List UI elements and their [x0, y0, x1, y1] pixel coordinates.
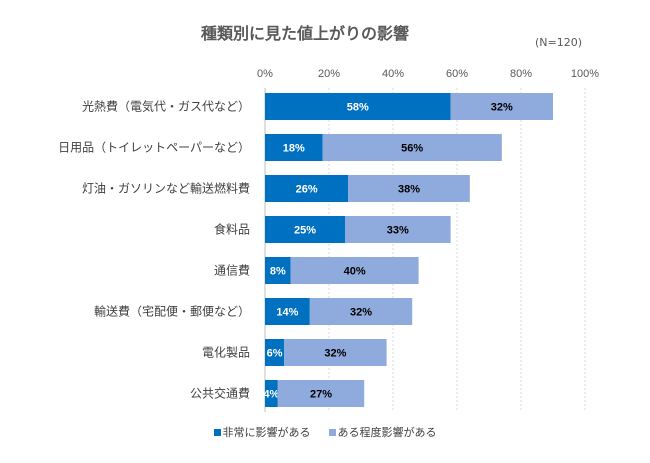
- x-tick-label: 80%: [510, 68, 532, 80]
- data-label: 56%: [401, 143, 423, 155]
- legend-item-very-affected: 非常に影響がある: [213, 424, 311, 440]
- bar-segment: [265, 93, 451, 120]
- sample-size-note: (N=120): [535, 36, 583, 49]
- x-tick-label: 20%: [318, 68, 340, 80]
- bar-segment: [450, 93, 553, 120]
- legend-label-somewhat-affected: ある程度影響がある: [337, 426, 437, 439]
- legend: 非常に影響がある ある程度影響がある: [0, 424, 650, 440]
- data-label: 8%: [270, 266, 286, 278]
- x-tick-label: 60%: [446, 68, 468, 80]
- bar-segment: [265, 380, 278, 407]
- data-label: 6%: [267, 348, 283, 360]
- bar-segment: [265, 216, 345, 243]
- category-label: 電化製品: [202, 346, 250, 360]
- legend-swatch-very-affected: [213, 428, 221, 436]
- data-label: 58%: [347, 102, 369, 114]
- data-label: 32%: [491, 102, 513, 114]
- data-label: 32%: [324, 348, 346, 360]
- bar-segment: [309, 298, 413, 325]
- chart-title: 種類別に見た値上がりの影響: [200, 24, 409, 43]
- category-label: 日用品（トイレットペーパーなど）: [58, 141, 250, 155]
- bar-segment: [348, 175, 470, 202]
- bar-segment: [322, 134, 502, 161]
- data-label: 27%: [310, 389, 332, 401]
- bar-segment: [265, 339, 285, 366]
- bar-segment: [265, 134, 323, 161]
- bar-segment: [290, 257, 419, 284]
- data-label: 40%: [344, 266, 366, 278]
- data-label: 32%: [350, 307, 372, 319]
- x-tick-label: 0%: [257, 68, 273, 80]
- data-label: 18%: [283, 143, 305, 155]
- data-label: 33%: [387, 225, 409, 237]
- legend-label-very-affected: 非常に影響がある: [222, 426, 311, 439]
- bar-segment: [284, 339, 387, 366]
- data-label: 25%: [294, 225, 316, 237]
- data-label: 14%: [276, 307, 298, 319]
- category-label: 通信費: [214, 263, 250, 278]
- bar-segment: [277, 380, 365, 407]
- data-label: 4%: [263, 389, 279, 401]
- category-label: 灯油・ガソリンなど輸送燃料費: [82, 181, 250, 196]
- category-label: 光熱費（電気代・ガス代など）: [82, 99, 250, 114]
- category-label: 公共交通費: [190, 386, 250, 401]
- data-label: 26%: [296, 184, 318, 196]
- legend-swatch-somewhat-affected: [328, 428, 336, 436]
- bar-segment: [345, 216, 451, 243]
- bar-segment: [265, 298, 310, 325]
- data-label: 38%: [398, 184, 420, 196]
- x-tick-label: 40%: [382, 68, 404, 80]
- bar-segment: [265, 257, 291, 284]
- category-label: 輸送費（宅配便・郵便など）: [94, 304, 250, 319]
- category-label: 食料品: [214, 222, 250, 237]
- bar-segment: [265, 175, 349, 202]
- legend-item-somewhat-affected: ある程度影響がある: [328, 424, 437, 440]
- x-tick-label: 100%: [571, 68, 599, 80]
